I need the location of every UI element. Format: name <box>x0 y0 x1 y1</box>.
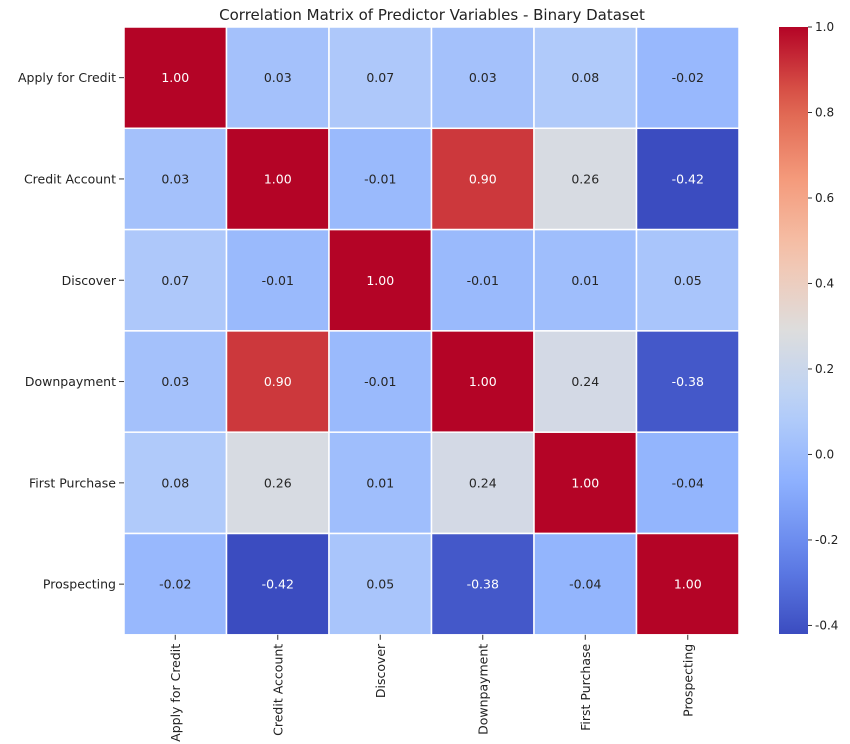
cell-value-label: 0.07 <box>161 273 189 288</box>
heatmap-cell <box>430 330 535 433</box>
heatmap-cell <box>635 431 740 535</box>
cell-value-label: 0.03 <box>161 374 189 389</box>
heatmap-cell <box>328 431 433 535</box>
heatmap-cell <box>328 330 433 433</box>
cell-value-label: -0.01 <box>364 171 396 186</box>
heatmap-cell <box>123 431 228 535</box>
heatmap-cell <box>430 26 535 130</box>
heatmap-cell <box>225 228 330 332</box>
x-tick-label: Downpayment <box>475 644 490 735</box>
heatmap-cell <box>225 26 330 130</box>
heatmap-cell <box>533 330 638 433</box>
cell-value-label: 0.90 <box>264 374 292 389</box>
x-tick-label: Discover <box>373 643 388 698</box>
cell-value-label: 0.26 <box>264 475 292 490</box>
cell-value-label: -0.04 <box>672 475 704 490</box>
heatmap-cell <box>635 228 740 332</box>
cell-value-label: 1.00 <box>161 70 189 85</box>
colorbar-tick-label: 0.6 <box>815 191 834 205</box>
heatmap-cell <box>430 431 535 535</box>
cell-value-label: -0.04 <box>569 577 601 592</box>
colorbar: 1.0 0.8 0.6 0.4 0.2 0.0 -0.2 -0.4 <box>779 20 838 634</box>
x-tick-label: Credit Account <box>270 644 285 736</box>
cell-value-label: 1.00 <box>264 171 292 186</box>
cell-value-label: 1.00 <box>366 273 394 288</box>
x-tick-label: Prospecting <box>680 644 695 717</box>
y-tick-label: Prospecting <box>43 577 116 592</box>
y-tick-label: Discover <box>62 273 117 288</box>
cell-value-label: -0.01 <box>467 273 499 288</box>
cell-value-label: 0.08 <box>161 475 189 490</box>
heatmap-cell <box>635 26 740 130</box>
colorbar-tick-label: 0.4 <box>815 276 834 290</box>
cell-value-label: 0.07 <box>366 70 394 85</box>
cell-value-label: 0.03 <box>264 70 292 85</box>
cell-value-label: -0.02 <box>159 577 191 592</box>
heatmap-cell <box>123 330 228 433</box>
heatmap-cell <box>635 330 740 433</box>
cell-value-label: 0.08 <box>571 70 599 85</box>
cell-value-label: 0.05 <box>674 273 702 288</box>
x-tick-label: First Purchase <box>578 643 593 730</box>
colorbar-tick-label: -0.2 <box>815 533 838 547</box>
cell-value-label: 0.24 <box>469 475 497 490</box>
cell-value-label: 0.01 <box>366 475 394 490</box>
cell-value-label: -0.38 <box>672 374 704 389</box>
heatmap-cell <box>123 26 228 130</box>
heatmap-cell <box>635 127 740 231</box>
heatmap-cell <box>328 26 433 130</box>
y-tick-label: Apply for Credit <box>18 70 116 85</box>
cell-value-label: 0.03 <box>469 70 497 85</box>
heatmap-cell <box>225 127 330 231</box>
y-axis-ticks: Apply for Credit Credit Account Discover Do… <box>18 70 124 592</box>
y-tick-label: Credit Account <box>24 171 116 186</box>
colorbar-tick-label: 0.2 <box>815 362 834 376</box>
chart-title: Correlation Matrix of Predictor Variable… <box>219 6 645 24</box>
cell-value-label: 0.03 <box>161 171 189 186</box>
y-tick-label: First Purchase <box>29 475 116 490</box>
heatmap-cell <box>533 431 638 535</box>
cell-value-label: 0.24 <box>571 374 599 389</box>
colorbar-tick-label: 1.0 <box>815 20 834 34</box>
cell-value-label: 1.00 <box>571 475 599 490</box>
x-tick-label: Apply for Credit <box>168 644 183 742</box>
cell-value-label: 0.05 <box>366 577 394 592</box>
cell-value-label: 0.26 <box>571 171 599 186</box>
cell-value-label: -0.01 <box>364 374 396 389</box>
colorbar-gradient <box>779 27 808 634</box>
cell-value-label: -0.42 <box>262 577 294 592</box>
x-axis-ticks: Apply for Credit Credit Account Discover Do… <box>168 634 695 742</box>
heatmap-cell <box>533 228 638 332</box>
cell-value-label: -0.42 <box>672 171 704 186</box>
heatmap-cell <box>123 532 228 636</box>
cell-value-label: 1.00 <box>469 374 497 389</box>
cell-value-label: -0.01 <box>262 273 294 288</box>
colorbar-tick-label: 0.8 <box>815 105 834 119</box>
cell-value-label: -0.38 <box>467 577 499 592</box>
cell-value-label: 0.90 <box>469 171 497 186</box>
heatmap-cell <box>225 330 330 433</box>
y-tick-label: Downpayment <box>25 374 116 389</box>
colorbar-tick-label: -0.4 <box>815 618 838 632</box>
cell-value-label: 1.00 <box>674 577 702 592</box>
cell-value-label: -0.02 <box>672 70 704 85</box>
heatmap-cells: 1.00 0.03 0.07 0.03 0.08 -0.02 0.03 1.00 -0.01 0.… <box>123 26 740 636</box>
heatmap-cell <box>635 532 740 636</box>
heatmap-cell <box>430 127 535 231</box>
heatmap-cell <box>430 228 535 332</box>
colorbar-tick-label: 0.0 <box>815 447 834 461</box>
cell-value-label: 0.01 <box>571 273 599 288</box>
